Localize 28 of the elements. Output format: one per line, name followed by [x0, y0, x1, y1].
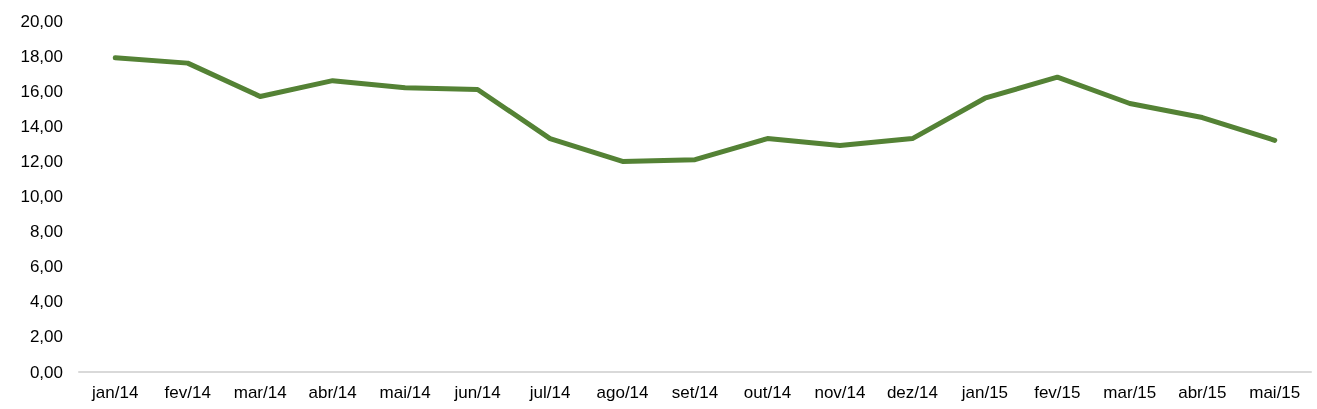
x-tick-label: fev/14	[164, 383, 211, 402]
x-tick-label: out/14	[743, 383, 792, 402]
y-tick-label: 4,00	[29, 292, 63, 312]
x-tick-label: abr/14	[308, 383, 357, 402]
y-tick-label: 18,00	[20, 46, 63, 66]
x-tick-label: dez/14	[886, 383, 938, 402]
y-tick-label: 12,00	[20, 151, 63, 171]
x-tick-label: set/14	[671, 383, 719, 402]
x-tick-label: nov/14	[814, 383, 866, 402]
y-tick-label: 20,00	[20, 11, 63, 31]
x-tick-label: jun/14	[453, 383, 501, 402]
y-tick-label: 0,00	[29, 362, 63, 382]
y-tick-label: 14,00	[20, 116, 63, 136]
y-tick-label: 8,00	[29, 222, 63, 242]
x-tick-label: mar/15	[1103, 383, 1157, 402]
y-tick-label: 2,00	[29, 327, 63, 347]
x-tick-label: jul/14	[528, 383, 571, 402]
y-tick-label: 16,00	[20, 81, 63, 101]
x-tick-label: mar/14	[233, 383, 287, 402]
y-tick-label: 10,00	[20, 187, 63, 206]
y-tick-label: 6,00	[29, 257, 63, 277]
x-tick-label: abr/15	[1178, 383, 1227, 402]
x-tick-label: mai/15	[1249, 383, 1301, 402]
x-tick-label: ago/14	[596, 383, 649, 402]
x-tick-label: fev/15	[1034, 383, 1081, 402]
x-tick-label: jan/15	[960, 383, 1009, 402]
x-tick-label: jan/14	[91, 383, 139, 402]
x-tick-label: mai/14	[379, 383, 431, 402]
